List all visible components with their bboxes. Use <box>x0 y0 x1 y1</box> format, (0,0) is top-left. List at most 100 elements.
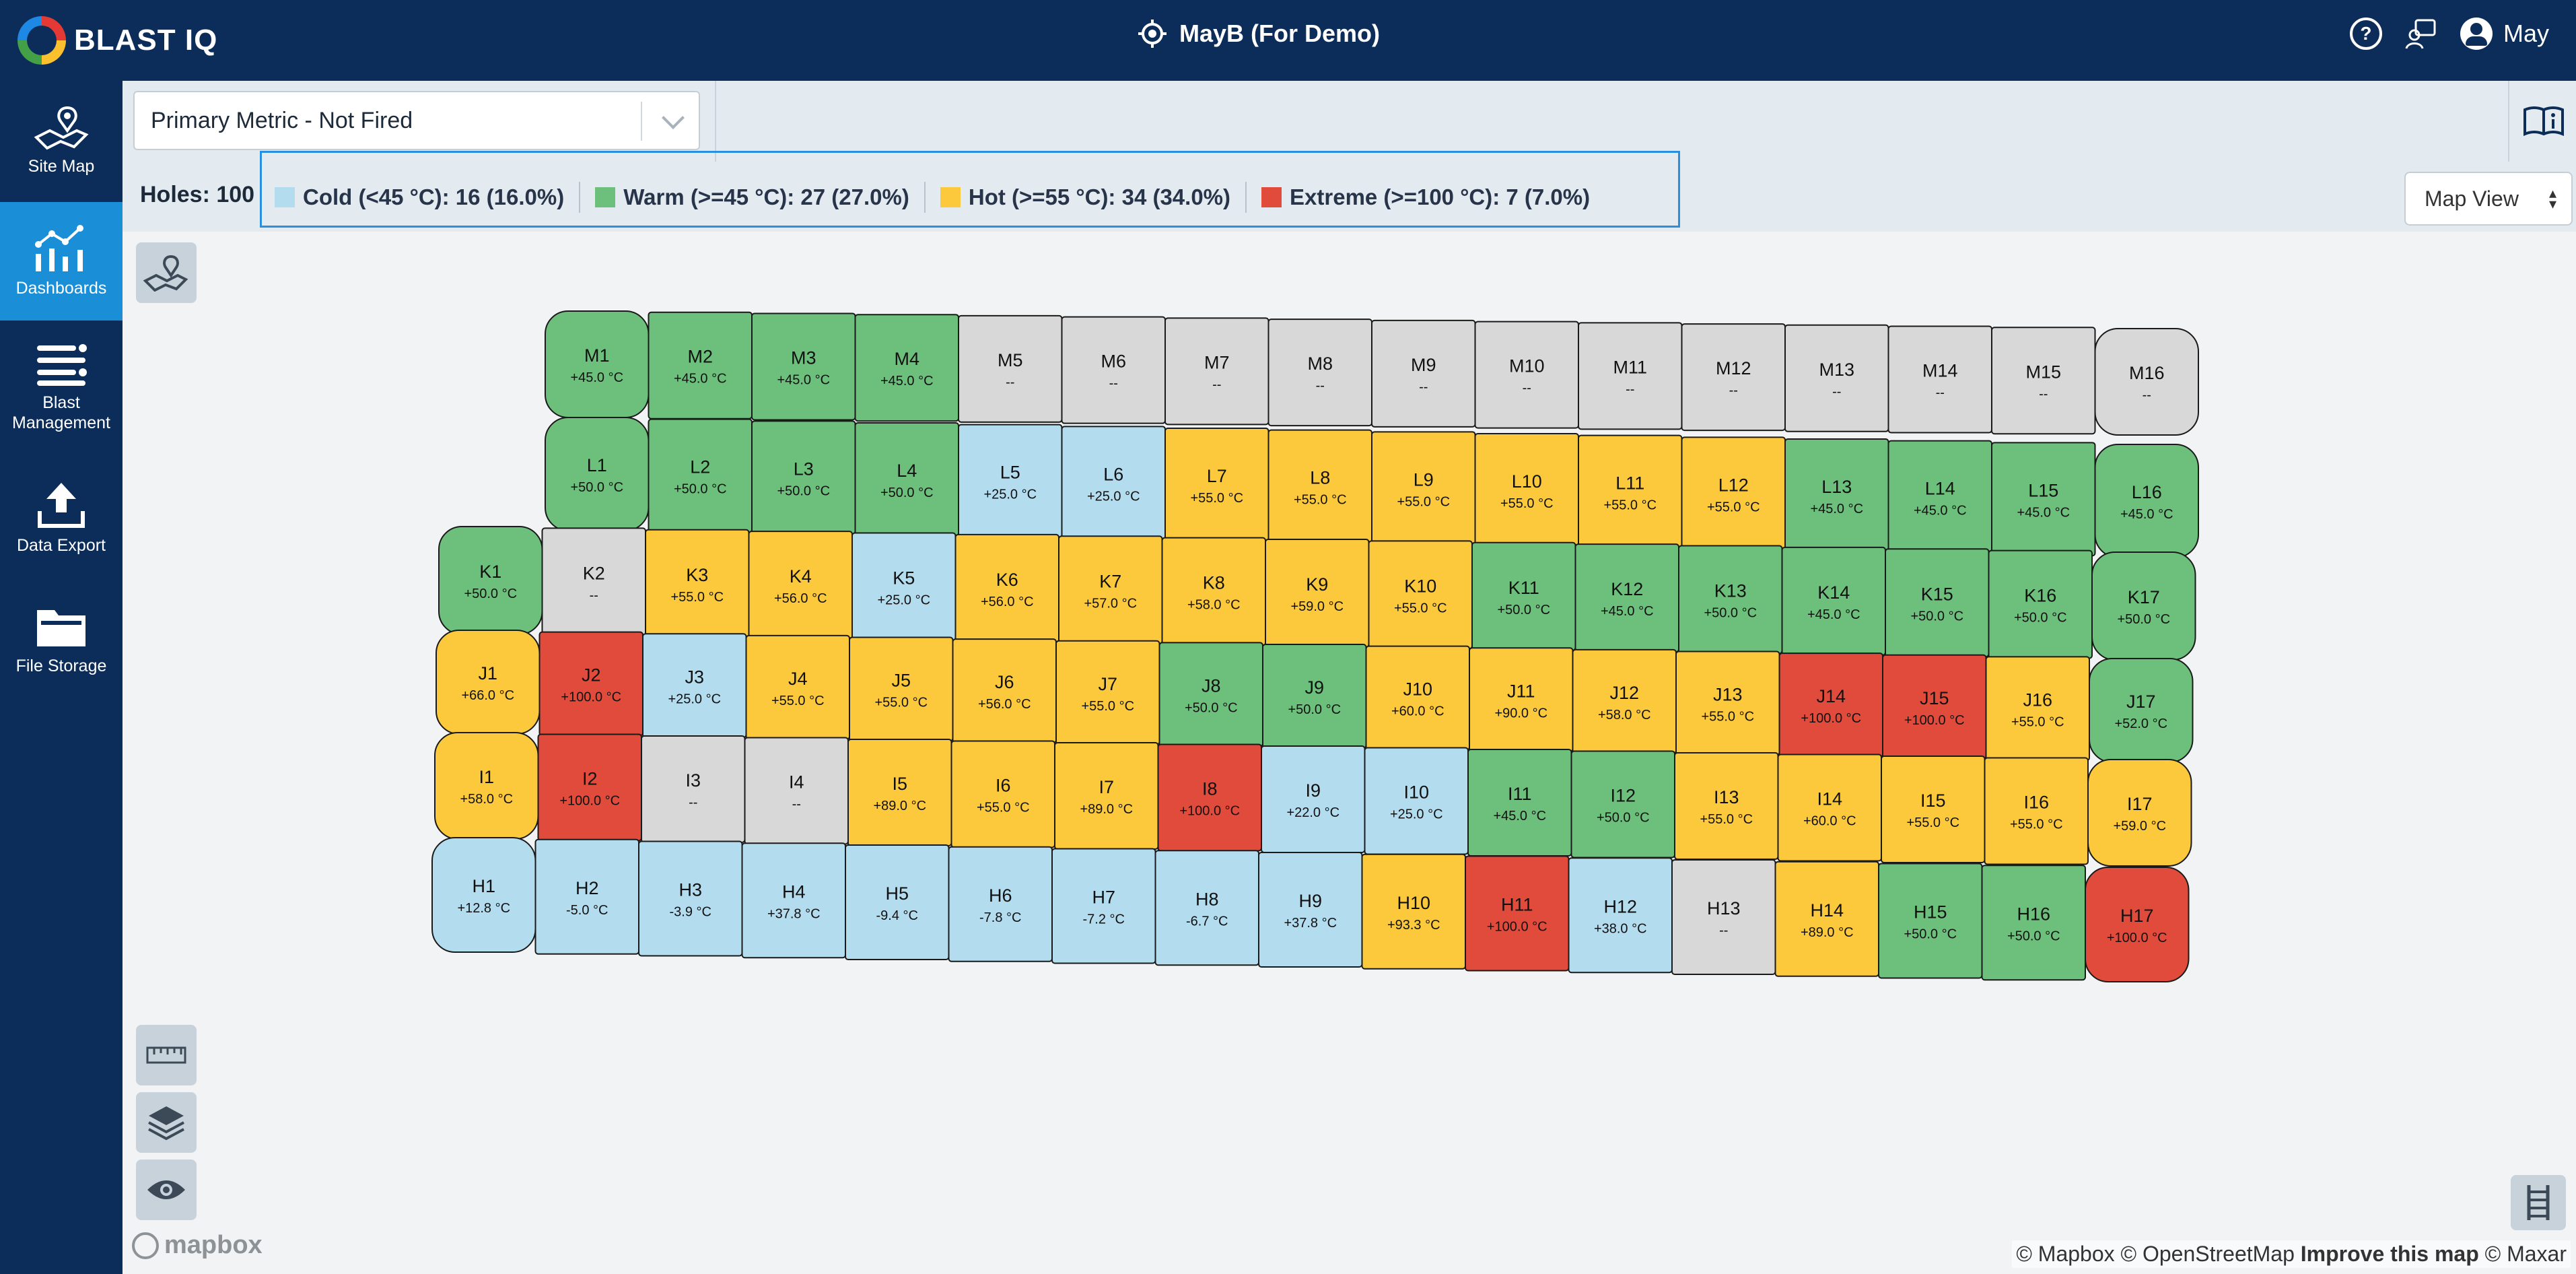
hole-label: J8 <box>1202 675 1221 696</box>
hole-temperature: +55.0 °C <box>1701 710 1754 725</box>
hole-temperature: +58.0 °C <box>1187 598 1241 613</box>
legend-item-hot[interactable]: Hot (>=55 °C): 34 (34.0%) <box>940 185 1230 210</box>
hole-temperature: +90.0 °C <box>1494 706 1547 720</box>
support-chat-icon[interactable] <box>2405 18 2437 50</box>
hole-temperature: +52.0 °C <box>2114 716 2167 731</box>
nav-blast-management[interactable]: Blast Management <box>0 322 123 454</box>
nav-file-storage[interactable]: File Storage <box>0 580 123 699</box>
hole-label: J12 <box>1609 683 1639 703</box>
hole-label: J10 <box>1403 679 1432 700</box>
hole-temperature: +25.0 °C <box>983 488 1037 502</box>
hole-label: I15 <box>1920 791 1946 811</box>
hole-label: M14 <box>1922 361 1958 381</box>
metric-select[interactable]: Primary Metric - Not Fired <box>133 91 700 150</box>
hole-label: K8 <box>1203 573 1225 593</box>
nav-label: Dashboards <box>15 279 107 298</box>
hole-label: L1 <box>587 455 607 475</box>
legend-item-warm[interactable]: Warm (>=45 °C): 27 (27.0%) <box>595 185 909 210</box>
nav-site-map[interactable]: Site Map <box>0 81 123 199</box>
hole-temperature: -- <box>1719 923 1728 938</box>
hole-temperature: +55.0 °C <box>874 696 928 710</box>
hole-label: I5 <box>892 774 907 794</box>
hole-label: J6 <box>995 672 1014 692</box>
hole-temperature: -- <box>1212 377 1221 392</box>
hole-label: J15 <box>1920 688 1949 708</box>
hole-temperature: +55.0 °C <box>977 801 1030 815</box>
app-logo[interactable]: BLAST IQ <box>18 12 217 69</box>
legend-item-cold[interactable]: Cold (<45 °C): 16 (16.0%) <box>275 185 564 210</box>
attribution-mapbox[interactable]: © Mapbox <box>2016 1242 2115 1266</box>
visibility-button[interactable] <box>136 1160 197 1220</box>
mapbox-logo[interactable]: mapbox <box>132 1231 263 1260</box>
app-name: BLAST IQ <box>74 24 218 57</box>
hole-temperature: +89.0 °C <box>873 799 926 813</box>
ladder-button[interactable] <box>2511 1175 2566 1230</box>
hole-temperature: -- <box>1419 380 1428 395</box>
legend-item-extreme[interactable]: Extreme (>=100 °C): 7 (7.0%) <box>1261 185 1590 210</box>
hole-temperature: +56.0 °C <box>981 595 1034 609</box>
hole-label: I17 <box>2127 794 2153 814</box>
hole-label: K15 <box>1921 584 1953 604</box>
hole-label: I6 <box>996 776 1011 796</box>
hole-label: H13 <box>1707 898 1741 918</box>
blast-hole-cell[interactable] <box>2094 328 2199 436</box>
hole-label: K5 <box>893 568 915 589</box>
layers-button[interactable] <box>136 1092 197 1153</box>
hole-temperature: +25.0 °C <box>668 692 721 706</box>
hole-temperature: +50.0 °C <box>880 485 934 500</box>
toolbar-divider <box>715 81 716 162</box>
layers-icon <box>148 1106 184 1141</box>
user-name: May <box>2503 20 2549 47</box>
map-view-select[interactable]: Map View ▴ ▾ <box>2404 172 2573 226</box>
hole-label: I10 <box>1403 782 1429 803</box>
mapbox-icon <box>132 1232 159 1259</box>
hole-label: M6 <box>1101 351 1126 372</box>
hole-label: M5 <box>998 350 1023 370</box>
hole-label: H14 <box>1810 900 1844 920</box>
hole-label: J5 <box>891 671 911 691</box>
holes-count: Holes: 100 <box>140 182 255 207</box>
improve-map-link[interactable]: Improve this map <box>2300 1242 2479 1266</box>
hole-temperature: +55.0 °C <box>1394 601 1447 615</box>
hole-temperature: +55.0 °C <box>1081 699 1134 714</box>
hole-label: J14 <box>1816 686 1846 706</box>
top-right-actions: ? May <box>2349 18 2549 50</box>
help-icon[interactable]: ? <box>2349 18 2382 50</box>
eye-icon <box>147 1180 185 1199</box>
hole-temperature: +45.0 °C <box>2017 505 2070 520</box>
measure-button[interactable] <box>136 1025 197 1085</box>
hole-label: I4 <box>789 772 804 793</box>
attribution-osm[interactable]: © OpenStreetMap <box>2120 1242 2295 1266</box>
hole-label: J17 <box>2126 692 2156 712</box>
guide-button[interactable] <box>2508 81 2576 162</box>
attribution-maxar[interactable]: © Maxar <box>2484 1242 2567 1266</box>
hole-temperature: +45.0 °C <box>674 372 727 387</box>
hole-temperature: +37.8 °C <box>767 906 821 921</box>
hole-temperature: +50.0 °C <box>2014 611 2067 626</box>
hole-temperature: -6.7 °C <box>1186 914 1228 929</box>
user-avatar-icon <box>2460 18 2493 50</box>
blast-hole-cell[interactable] <box>2087 759 2192 867</box>
top-bar: BLAST IQ MayB (For Demo) ? May <box>0 0 2576 81</box>
hole-label: J4 <box>788 669 808 689</box>
site-selector[interactable]: MayB (For Demo) <box>1138 19 1380 48</box>
map-tool-button[interactable] <box>136 242 197 303</box>
nav-dashboards[interactable]: Dashboards <box>0 202 123 321</box>
hole-temperature: -- <box>689 795 697 810</box>
hole-label: H2 <box>576 878 599 898</box>
hole-temperature: +45.0 °C <box>1807 607 1860 622</box>
hole-label: I14 <box>1817 789 1842 809</box>
hole-label: H3 <box>678 880 702 900</box>
user-menu[interactable]: May <box>2460 18 2549 50</box>
hole-label: L4 <box>897 461 917 481</box>
upload-icon <box>38 483 85 528</box>
blast-hole-cell[interactable] <box>2085 867 2190 982</box>
hole-label: K4 <box>790 566 812 586</box>
hole-label: J9 <box>1304 677 1324 698</box>
hole-label: L12 <box>1718 475 1749 495</box>
sidebar: Site Map Dashboards Blast Management Dat… <box>0 81 123 1274</box>
hole-label: M11 <box>1613 357 1647 377</box>
nav-data-export[interactable]: Data Export <box>0 459 123 578</box>
hole-label: I11 <box>1508 784 1532 804</box>
